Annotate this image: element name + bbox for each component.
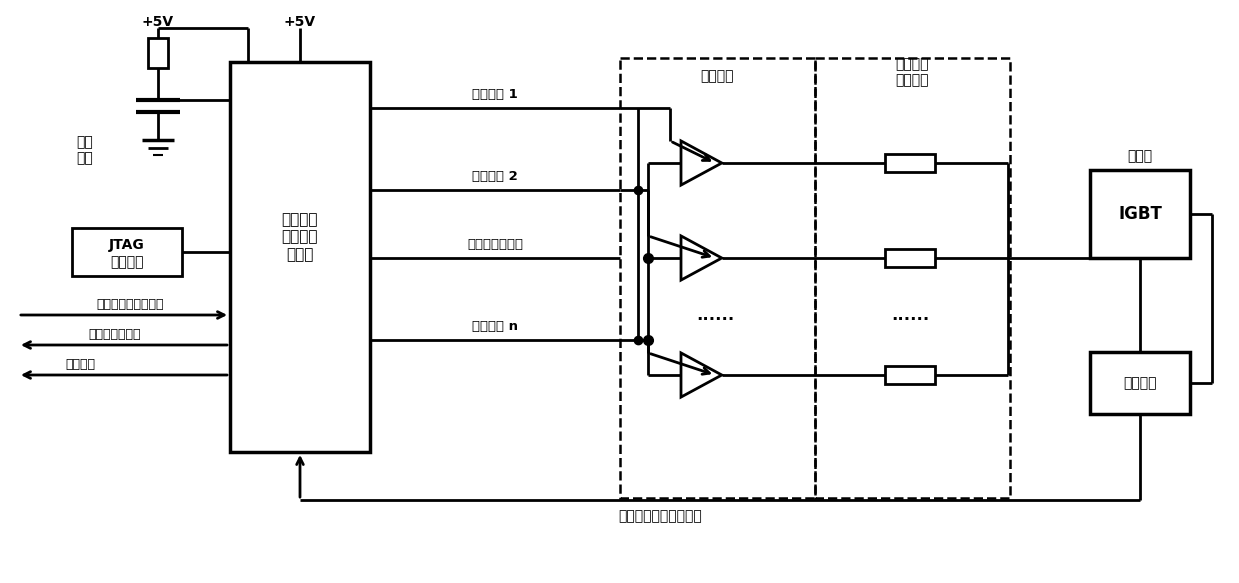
Text: ......: ......	[696, 306, 735, 324]
Text: 开关选择 1: 开关选择 1	[472, 89, 518, 101]
Text: 复位
电路: 复位 电路	[77, 135, 93, 165]
Text: 开关阵列: 开关阵列	[701, 69, 735, 83]
Text: 开关选择 n: 开关选择 n	[472, 321, 518, 333]
Polygon shape	[681, 141, 722, 185]
Text: IGBT: IGBT	[1118, 205, 1162, 223]
Text: 下载接口: 下载接口	[110, 255, 144, 269]
Bar	[815, 58, 1010, 498]
Bar	[620, 58, 815, 498]
Text: 上桥臂控制脉冲信号: 上桥臂控制脉冲信号	[97, 297, 164, 311]
Text: ......: ......	[891, 306, 929, 324]
Bar	[1090, 352, 1189, 414]
Bar	[1090, 170, 1189, 258]
Text: 栅极驱动
电阵阵列: 栅极驱动 电阵阵列	[896, 57, 929, 87]
Text: 上桥臂状态反馈: 上桥臂状态反馈	[89, 328, 141, 340]
Polygon shape	[681, 353, 722, 397]
Text: 上桥臂控制脉冲: 上桥臂控制脉冲	[467, 238, 523, 251]
Text: JTAG: JTAG	[109, 238, 145, 252]
Text: +5V: +5V	[142, 15, 173, 29]
Bar	[885, 366, 935, 384]
Text: 开关选择 2: 开关选择 2	[472, 170, 518, 184]
Text: 上桥臂: 上桥臂	[1127, 149, 1152, 163]
Bar	[885, 249, 935, 267]
Text: 故障代码: 故障代码	[64, 357, 95, 371]
Text: 脉冲分配
及数字控
制芯片: 脉冲分配 及数字控 制芯片	[281, 212, 318, 262]
Bar	[885, 154, 935, 172]
Bar	[230, 62, 370, 452]
Text: +5V: +5V	[284, 15, 316, 29]
Text: 检测电路: 检测电路	[1124, 376, 1157, 390]
Polygon shape	[681, 236, 722, 280]
Text: 过流、过压等反馈信号: 过流、过压等反馈信号	[618, 509, 701, 523]
Bar	[147, 38, 169, 68]
Bar	[72, 228, 182, 276]
